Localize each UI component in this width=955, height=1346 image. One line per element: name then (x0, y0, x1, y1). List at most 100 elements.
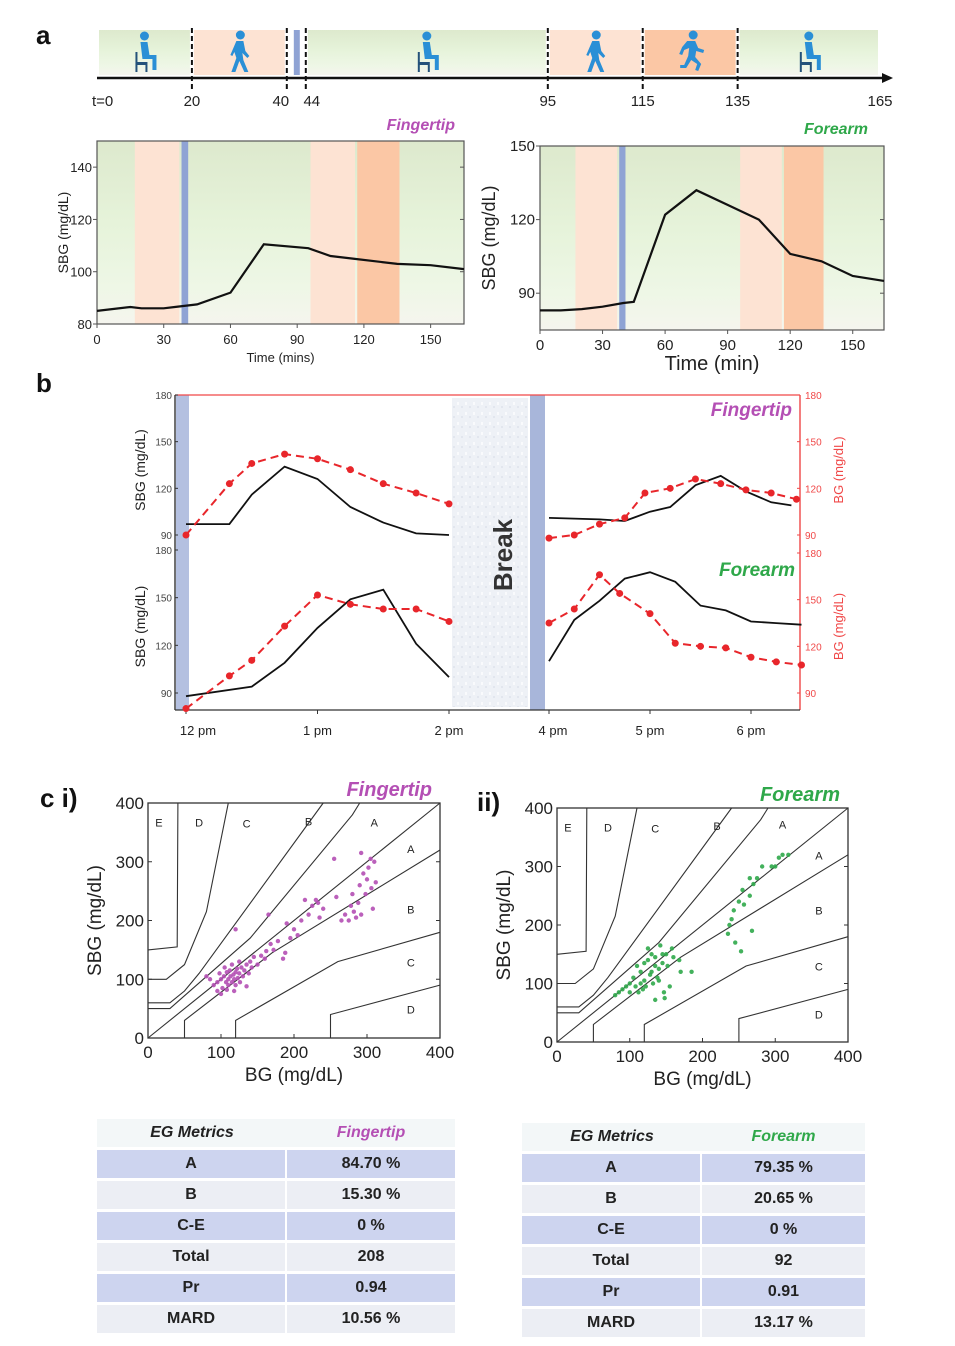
bg-marker (570, 531, 578, 539)
y-right-tick-label: 120 (805, 484, 822, 495)
chart-title: Forearm (804, 121, 868, 138)
metric-name-cell: Pr (97, 1274, 287, 1302)
zone-label: A (371, 818, 379, 830)
data-point (620, 987, 625, 992)
sitting-person-icon (799, 31, 821, 72)
data-point (627, 990, 632, 995)
y-tick-label: 120 (510, 212, 535, 229)
data-point (660, 960, 665, 966)
data-point (631, 975, 636, 980)
sitting-person-icon (135, 31, 157, 72)
panel-label-a: a (36, 20, 51, 50)
data-point (218, 991, 224, 997)
walking-person-icon (586, 30, 606, 72)
bg-marker (742, 486, 750, 494)
chart-title-forearm: Forearm (719, 560, 795, 581)
bg-marker (225, 672, 233, 680)
sbg-line (96, 243, 465, 312)
table-header-metric: EG Metrics (97, 1119, 287, 1147)
data-point (306, 912, 311, 917)
bg-marker (570, 605, 578, 613)
data-point (221, 974, 227, 979)
bg-marker (182, 531, 190, 539)
bg-marker (596, 571, 603, 579)
clarke-grid-forearm: E D C B A A B C D 00 100 100 200 200 300 300 400 400 BG (m… (494, 784, 862, 1090)
bg-marker (379, 605, 387, 613)
bg-marker (545, 619, 553, 627)
data-point (368, 856, 373, 862)
chart-title: Fingertip (387, 117, 456, 134)
table-row: A 79.35 % (522, 1154, 865, 1182)
table-header-row: EG Metrics Fingertip (97, 1119, 455, 1147)
metric-name-cell: MARD (97, 1305, 287, 1333)
icon-body (230, 41, 250, 72)
zone-label: D (815, 1010, 823, 1022)
metric-value-cell: 0 % (702, 1216, 865, 1244)
bg-dashed-line (548, 573, 802, 666)
data-point (649, 952, 654, 957)
bg-marker (596, 520, 603, 528)
data-point (348, 903, 354, 909)
data-point (350, 891, 355, 897)
bg-marker (445, 500, 453, 508)
data-point (643, 984, 648, 989)
sbg-line (548, 571, 802, 662)
zone-boundary (148, 802, 361, 1010)
table-row: Pr 0.94 (97, 1274, 455, 1302)
activity-band (357, 141, 400, 324)
data-point (353, 915, 359, 920)
y-tick-label: 300 (116, 853, 144, 872)
zone-boundary (556, 807, 849, 1043)
x-tick-label: 200 (280, 1043, 308, 1062)
metric-name-cell: C-E (97, 1212, 287, 1240)
y-axis-label: SBG (mg/dL) (494, 870, 515, 981)
activity-band (783, 146, 824, 330)
data-point (204, 974, 209, 979)
y-right-axis-label: BG (mg/dL) (831, 436, 846, 503)
data-point (246, 971, 251, 976)
data-point (653, 954, 658, 960)
panel-label-c-ii: ii) (477, 787, 500, 817)
data-point (645, 946, 651, 951)
data-point (321, 906, 326, 911)
data-point (207, 977, 213, 982)
data-point (334, 894, 339, 900)
meal-band (619, 146, 626, 330)
data-point (224, 987, 230, 993)
zone-label: D (604, 822, 612, 834)
data-point (642, 978, 647, 983)
meal-band (181, 141, 189, 324)
panel-label-b: b (36, 368, 52, 398)
table-header-site: Fingertip (287, 1119, 455, 1147)
zone-boundary (738, 988, 849, 1042)
data-point (649, 969, 654, 974)
activity-timeline: t=0 20 40 44 95 115 135 165 (92, 28, 893, 110)
meal-band-left (176, 395, 189, 710)
metric-value-cell: 10.56 % (287, 1305, 455, 1333)
data-point (725, 931, 731, 936)
data-point (331, 856, 337, 862)
x-axis-label: Time (min) (665, 353, 760, 375)
data-point (653, 997, 658, 1003)
bg-marker (798, 661, 805, 669)
data-point (656, 966, 662, 972)
data-point (634, 963, 640, 969)
zone-label: A (815, 850, 823, 862)
bg-marker (182, 705, 190, 713)
bg-marker (616, 589, 624, 597)
icon-head (688, 30, 698, 40)
data-point (244, 984, 249, 989)
data-point (249, 965, 254, 970)
plot-frame (96, 140, 465, 325)
data-point (358, 912, 364, 917)
data-point (613, 993, 618, 998)
data-point (233, 927, 238, 932)
clarke-grid-fingertip: E D C B A A B C D 00 100 100 200 200 300 300 400 400 BG (m… (85, 779, 454, 1086)
data-point (227, 968, 232, 973)
icon-head (804, 31, 814, 41)
data-point (650, 981, 656, 986)
data-point (211, 982, 216, 988)
y-tick-label: 300 (525, 858, 553, 877)
data-point (218, 977, 224, 982)
metric-name-cell: A (522, 1154, 702, 1182)
